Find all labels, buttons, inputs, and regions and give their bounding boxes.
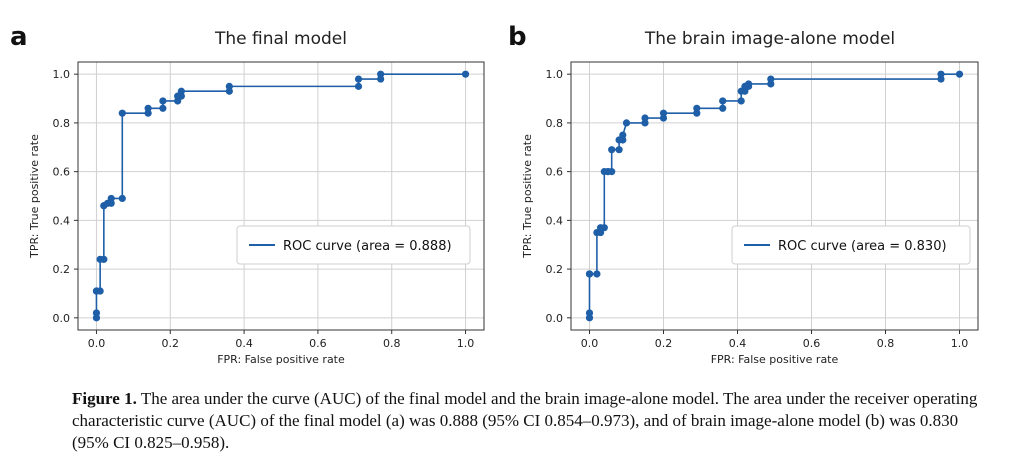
y-tick-label: 0.0 — [53, 312, 71, 325]
roc-point — [600, 224, 608, 232]
roc-point — [641, 114, 649, 122]
roc-point — [585, 270, 594, 278]
roc-point — [619, 131, 627, 139]
roc-point — [225, 82, 233, 90]
y-tick-label: 1.0 — [53, 68, 71, 81]
roc-point — [955, 70, 964, 78]
roc-point — [767, 75, 775, 83]
panel-label: a — [10, 22, 28, 52]
chart-panel-b: b The brain image-alone model 0.0 0.2 0.4 0.6… — [508, 22, 979, 366]
x-tick-label: 0.8 — [877, 337, 895, 350]
roc-point — [354, 75, 363, 83]
roc-point — [615, 146, 623, 154]
roc-point — [585, 309, 594, 317]
roc-point — [622, 119, 631, 127]
x-tick-label: 0.6 — [309, 337, 327, 350]
x-axis-label: FPR: False positive rate — [217, 353, 345, 366]
y-tick-label: 1.0 — [546, 68, 564, 81]
chart-title: The final model — [214, 29, 347, 49]
legend-label: ROC curve (area = 0.830) — [778, 239, 947, 254]
roc-point — [937, 70, 945, 78]
roc-point — [177, 87, 185, 95]
y-tick-label: 0.4 — [546, 214, 564, 227]
y-tick-label: 0.2 — [546, 263, 564, 276]
roc-point — [354, 82, 363, 90]
roc-point — [144, 104, 152, 112]
roc-point — [659, 109, 668, 117]
figure-caption-text: The area under the curve (AUC) of the fi… — [72, 389, 978, 452]
y-tick-label: 0.8 — [53, 117, 71, 130]
roc-curve-line — [588, 73, 960, 318]
legend-box — [236, 225, 471, 265]
gridlines — [571, 62, 978, 330]
roc-point — [377, 70, 385, 78]
chart-panel-a: a The final model 0.0 0.2 0.4 0.6 0.8 1.0 0.0 0.2… — [10, 22, 485, 366]
gridlines — [78, 62, 484, 330]
roc-point — [693, 104, 701, 112]
x-axis-label: FPR: False positive rate — [711, 353, 839, 366]
legend-box — [731, 225, 971, 265]
roc-point — [737, 97, 745, 105]
y-axis-label: TPR: True positive rate — [521, 134, 534, 259]
legend-label: ROC curve (area = 0.888) — [283, 239, 452, 254]
x-tick-label: 0.4 — [235, 337, 253, 350]
roc-point — [118, 109, 126, 117]
roc-point — [608, 146, 616, 154]
roc-point — [719, 104, 727, 112]
roc-point — [159, 97, 167, 105]
roc-point — [745, 80, 753, 88]
roc-point — [96, 287, 104, 295]
y-tick-label: 0.6 — [546, 166, 564, 179]
plot-frame — [77, 61, 485, 331]
roc-point — [92, 309, 101, 317]
roc-point — [107, 194, 115, 203]
panel-label: b — [508, 22, 527, 52]
x-tick-label: 0.8 — [383, 337, 401, 350]
roc-point — [159, 104, 167, 112]
roc-point — [100, 255, 108, 263]
x-tick-label: 1.0 — [457, 337, 475, 350]
x-tick-label: 1.0 — [951, 337, 969, 350]
roc-point — [118, 194, 126, 203]
roc-point — [719, 97, 727, 105]
figure-caption: Figure 1. The area under the curve (AUC)… — [72, 388, 992, 454]
x-tick-label: 0.4 — [729, 337, 747, 350]
y-tick-label: 0.0 — [546, 312, 564, 325]
legend: ROC curve (area = 0.830) — [731, 225, 971, 265]
y-tick-label: 0.8 — [546, 117, 564, 130]
x-tick-label: 0.6 — [803, 337, 821, 350]
plot-frame — [570, 61, 979, 331]
x-tick-label: 0.2 — [655, 337, 673, 350]
x-tick-label: 0.0 — [88, 337, 106, 350]
figure-label: Figure 1. — [72, 389, 137, 408]
chart-title: The brain image-alone model — [644, 29, 895, 49]
roc-point — [608, 168, 616, 176]
legend: ROC curve (area = 0.888) — [236, 225, 471, 265]
y-tick-label: 0.4 — [53, 214, 71, 227]
roc-point — [461, 70, 470, 78]
roc-point — [593, 270, 601, 278]
roc-curve-line — [95, 73, 466, 318]
y-axis-label: TPR: True positive rate — [28, 134, 41, 259]
x-tick-label: 0.2 — [162, 337, 180, 350]
y-tick-label: 0.6 — [53, 166, 71, 179]
y-tick-label: 0.2 — [53, 263, 71, 276]
x-tick-label: 0.0 — [581, 337, 599, 350]
